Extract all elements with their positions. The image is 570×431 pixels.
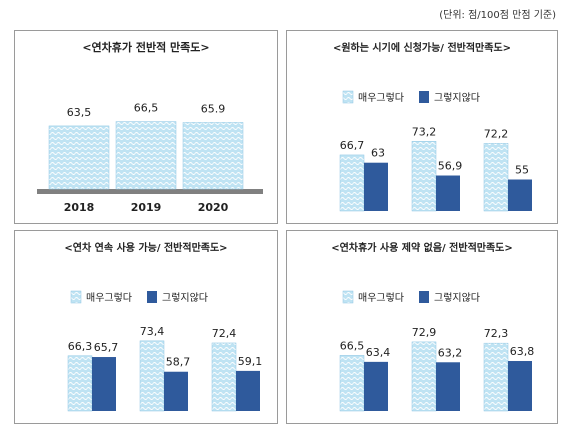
data-label-series-1: 66,3: [68, 340, 93, 353]
baseline-bar: [37, 189, 263, 194]
bar-series-1-group-2: [411, 341, 437, 412]
data-label-series-1: 66,5: [340, 339, 365, 352]
data-label-series-2: 63,4: [366, 346, 391, 359]
data-label-series-1: 73,2: [412, 125, 437, 138]
legend-label-series-1: 매우그렇다: [358, 291, 404, 304]
bar-series-1-group-1: [339, 355, 365, 412]
bar-2018: [48, 125, 110, 190]
legend-label-series-2: 그렇지않다: [162, 291, 208, 304]
data-label-series-2: 59,1: [238, 355, 263, 368]
bar-series-2-group-3: [508, 179, 532, 211]
data-label-series-1: 72,4: [212, 327, 237, 340]
data-label: 63,5: [67, 106, 92, 119]
bar-2019: [115, 121, 177, 190]
bar-series-1-group-1: [67, 355, 93, 412]
legend-swatch-series-1: [70, 290, 82, 304]
bar-series-2-group-2: [436, 362, 460, 411]
data-label-series-2: 55: [515, 164, 529, 177]
x-tick-label: 2018: [64, 201, 95, 214]
data-label-series-2: 63,2: [438, 346, 463, 359]
bar-series-2-group-1: [92, 357, 116, 411]
data-label: 65.9: [201, 102, 226, 115]
bar-2020: [182, 122, 244, 190]
data-label-series-2: 63,8: [510, 345, 535, 358]
chart-title: <연차휴가 사용 제약 없음/ 전반적만족도>: [331, 241, 513, 254]
chart-svg: <연차휴가 전반적 만족도> 63,5 2018 66,5 2019 65.9 2020: [37, 40, 263, 214]
legend-label-series-2: 그렇지않다: [434, 291, 480, 304]
bar-series-2-group-2: [436, 175, 460, 211]
data-label-series-2: 56,9: [438, 160, 463, 173]
legend-swatch-series-2: [419, 291, 429, 303]
data-label-series-1: 66,7: [340, 139, 365, 152]
x-tick-label: 2020: [198, 201, 229, 214]
bar-series-1-group-3: [211, 342, 237, 412]
chart-title: <원하는 시기에 신청가능/ 전반적만족도>: [333, 41, 511, 54]
bar-series-1-group-3: [483, 143, 509, 212]
unit-note: (단위: 점/100점 만점 기준): [439, 10, 556, 21]
bar-series-2-group-1: [364, 162, 388, 211]
bar-series-1-group-2: [139, 340, 165, 412]
chart-panel-consecutive-use: <연차 연속 사용 가능/ 전반적만족도> 매우그렇다 그렇지않다 66,3 65,7 7…: [14, 230, 278, 424]
bar-series-1-group-3: [483, 342, 509, 412]
data-label-series-1: 73,4: [140, 325, 165, 338]
chart-title: <연차휴가 전반적 만족도>: [82, 40, 209, 54]
legend-swatch-series-2: [419, 91, 429, 103]
data-label-series-1: 72,3: [484, 327, 509, 340]
data-label-series-2: 65,7: [94, 341, 119, 354]
chart-panel-apply-desired-time: <원하는 시기에 신청가능/ 전반적만족도> 매우그렇다 그렇지않다 66,7 63 73…: [286, 30, 558, 224]
x-tick-label: 2019: [131, 201, 162, 214]
chart-svg: <원하는 시기에 신청가능/ 전반적만족도> 매우그렇다 그렇지않다 66,7 63 73…: [333, 41, 532, 212]
chart-title: <연차 연속 사용 가능/ 전반적만족도>: [64, 241, 227, 254]
legend-label-series-1: 매우그렇다: [358, 91, 404, 104]
data-label-series-1: 72,9: [412, 326, 437, 339]
chart-panel-annual-leave-satisfaction: <연차휴가 전반적 만족도> 63,5 2018 66,5 2019 65.9 2020: [14, 30, 278, 224]
legend-swatch-series-2: [147, 291, 157, 303]
chart-svg: <연차휴가 사용 제약 없음/ 전반적만족도>매우그렇다 그렇지않다66,563,…: [331, 241, 535, 412]
bar-series-1-group-2: [411, 141, 437, 212]
legend-swatch-series-1: [342, 290, 354, 304]
data-label-series-1: 72,2: [484, 127, 509, 140]
data-label-series-2: 63: [371, 147, 385, 160]
bar-series-2-group-1: [364, 361, 388, 411]
bar-series-1-group-1: [339, 154, 365, 212]
data-label: 66,5: [134, 102, 159, 115]
bar-series-2-group-2: [164, 371, 188, 411]
legend-label-series-1: 매우그렇다: [86, 291, 132, 304]
legend-swatch-series-1: [342, 90, 354, 104]
bar-series-2-group-3: [508, 361, 532, 411]
legend-label-series-2: 그렇지않다: [434, 91, 480, 104]
chart-panel-no-usage-restriction: <연차휴가 사용 제약 없음/ 전반적만족도> 매우그렇다 그렇지않다 66,5 63,…: [286, 230, 558, 424]
data-label-series-2: 58,7: [166, 356, 191, 369]
chart-svg: <연차 연속 사용 가능/ 전반적만족도> 매우그렇다 그렇지않다 66,3 65,7 7…: [64, 241, 263, 412]
bar-series-2-group-3: [236, 370, 260, 411]
